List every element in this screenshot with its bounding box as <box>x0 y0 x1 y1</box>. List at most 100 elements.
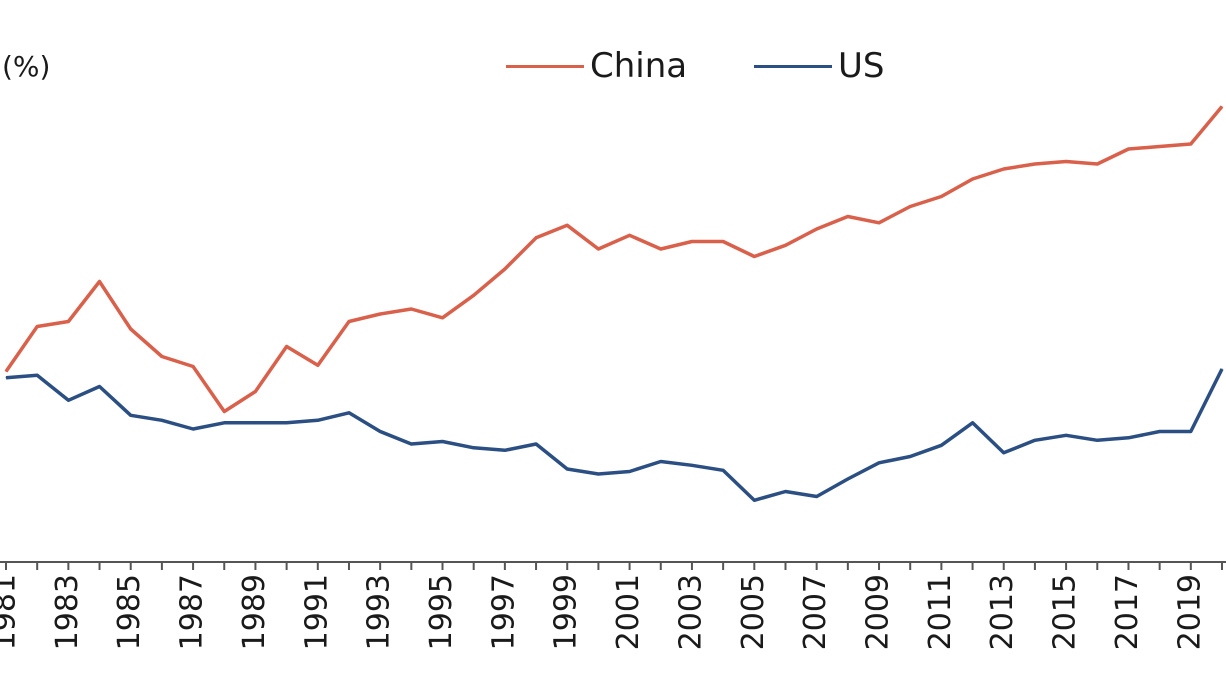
data-point-china-2017 <box>1128 148 1129 150</box>
x-tick-label-1991: 1991 <box>299 574 334 650</box>
data-point-us-1986 <box>161 419 163 421</box>
x-axis-ticks: 1981 1983 1985 1987 1989 1991 1993 1995 1997 1999… <box>0 562 1223 650</box>
data-point-us-1993 <box>379 431 381 432</box>
legend-china: China <box>506 44 687 88</box>
data-point-china-1994 <box>410 308 412 310</box>
data-point-china-1984 <box>99 281 100 282</box>
data-point-china-1998 <box>535 237 537 239</box>
data-point-us-1995 <box>442 441 443 442</box>
series-line-us <box>5 368 1224 503</box>
x-tick-label-1995: 1995 <box>424 574 459 650</box>
data-point-china-1999 <box>566 224 568 226</box>
data-point-us-1994 <box>410 443 412 445</box>
series-layer <box>4 105 1224 503</box>
data-point-us-2000 <box>597 473 599 475</box>
data-point-china-1991 <box>317 364 319 366</box>
data-point-china-1987 <box>192 366 194 367</box>
data-point-us-2014 <box>1034 439 1036 441</box>
data-point-us-2017 <box>1128 437 1129 439</box>
data-point-china-1982 <box>36 326 38 327</box>
data-point-china-2016 <box>1096 163 1098 165</box>
data-point-us-2004 <box>722 469 724 471</box>
data-point-china-2000 <box>597 248 599 250</box>
x-tick-label-1981: 1981 <box>0 574 23 650</box>
x-tick-label-2007: 2007 <box>798 574 833 650</box>
data-point-us-2001 <box>629 471 631 472</box>
data-point-china-2015 <box>1065 161 1067 162</box>
data-point-china-1993 <box>379 313 381 315</box>
data-point-china-2004 <box>722 241 724 242</box>
data-point-us-2020 <box>1221 368 1223 370</box>
data-point-us-1982 <box>36 374 38 376</box>
data-point-china-2009 <box>878 222 880 224</box>
y-axis-label: (%) <box>2 50 51 83</box>
data-point-us-2006 <box>785 491 786 492</box>
data-point-us-1981 <box>5 377 7 379</box>
x-tick-label-2001: 2001 <box>611 574 646 650</box>
data-point-china-2001 <box>629 234 631 236</box>
data-point-china-2014 <box>1034 163 1036 165</box>
data-point-us-1997 <box>504 449 506 451</box>
data-point-china-2007 <box>816 228 818 230</box>
data-point-us-2008 <box>847 478 849 480</box>
data-point-china-1996 <box>473 294 475 296</box>
data-point-us-1992 <box>348 412 350 414</box>
data-point-china-2019 <box>1190 143 1192 145</box>
x-tick-label-1987: 1987 <box>175 574 210 650</box>
data-point-us-1987 <box>192 428 194 430</box>
data-point-china-1992 <box>348 321 350 322</box>
data-point-us-1999 <box>566 468 568 470</box>
data-point-china-1983 <box>67 321 69 322</box>
legend-us-label: US <box>838 46 885 86</box>
data-point-us-1984 <box>99 386 100 387</box>
data-point-china-2011 <box>940 196 942 197</box>
data-point-china-1988 <box>223 411 225 412</box>
data-point-china-2010 <box>909 206 911 207</box>
data-point-china-2002 <box>660 248 662 250</box>
x-tick-label-1985: 1985 <box>112 574 147 650</box>
x-tick-label-2017: 2017 <box>1110 574 1145 650</box>
x-tick-label-1997: 1997 <box>486 574 521 650</box>
legend-china-swatch <box>506 64 584 68</box>
x-tick-label-1983: 1983 <box>50 574 85 650</box>
data-point-china-2005 <box>753 256 755 257</box>
x-tick-label-2009: 2009 <box>861 574 896 650</box>
data-point-us-1989 <box>254 422 256 424</box>
x-tick-label-2013: 2013 <box>985 574 1020 650</box>
x-tick-label-1989: 1989 <box>237 574 272 650</box>
data-point-us-2011 <box>940 444 942 446</box>
data-point-us-1998 <box>535 443 537 445</box>
legend-china-label: China <box>590 46 688 86</box>
x-tick-label-2003: 2003 <box>673 574 708 650</box>
data-point-china-1989 <box>254 391 256 392</box>
data-point-china-2012 <box>972 178 974 180</box>
data-point-china-1981 <box>5 371 7 372</box>
data-point-us-2009 <box>878 462 880 464</box>
x-tick-label-1999: 1999 <box>549 574 584 650</box>
data-point-us-2018 <box>1159 431 1161 432</box>
x-tick-label-2015: 2015 <box>1048 574 1083 650</box>
data-point-us-1983 <box>67 399 69 401</box>
data-point-china-1997 <box>504 268 506 270</box>
data-point-us-1990 <box>286 422 288 424</box>
legend-us: US <box>754 44 884 88</box>
data-point-us-2015 <box>1065 434 1067 436</box>
data-point-china-2003 <box>691 241 693 242</box>
data-point-china-1985 <box>130 328 132 330</box>
legend-us-swatch <box>754 64 832 68</box>
data-point-us-1985 <box>130 414 132 416</box>
x-tick-label-2011: 2011 <box>923 574 958 650</box>
data-point-us-2005 <box>753 499 755 501</box>
x-tick-label-2019: 2019 <box>1172 574 1207 650</box>
data-point-us-2007 <box>816 496 818 497</box>
data-point-us-2002 <box>660 461 662 462</box>
x-tick-label-2005: 2005 <box>736 574 771 650</box>
data-point-china-1990 <box>286 346 288 347</box>
data-point-us-2019 <box>1190 431 1192 432</box>
x-tick-label-1993: 1993 <box>362 574 397 650</box>
data-point-china-2020 <box>1221 106 1223 107</box>
data-point-us-2010 <box>909 456 911 457</box>
data-point-us-2013 <box>1003 452 1005 454</box>
data-point-us-1988 <box>223 422 225 424</box>
